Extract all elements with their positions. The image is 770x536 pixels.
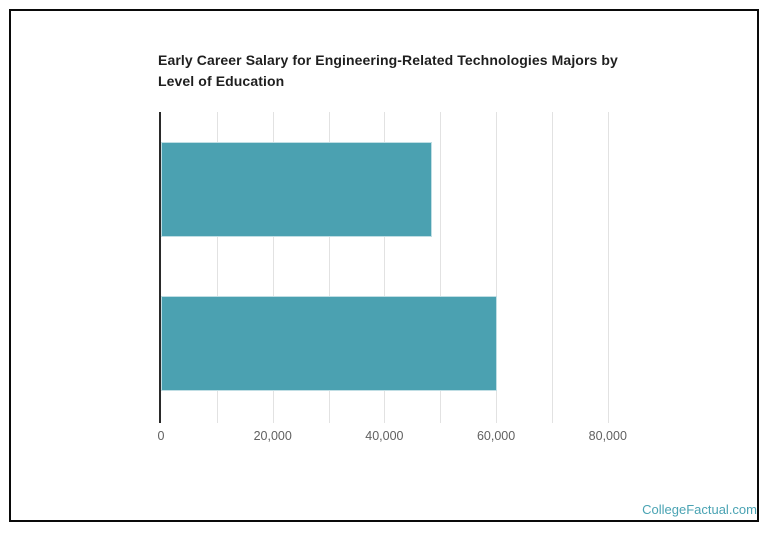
- bar: [161, 142, 432, 237]
- y-axis-line: [159, 112, 161, 423]
- chart-title-line-2: Level of Education: [158, 73, 285, 89]
- chart-frame: [9, 9, 759, 522]
- x-tick-label: 40,000: [365, 429, 404, 443]
- gridline: [440, 112, 442, 423]
- x-tick-label: 80,000: [588, 429, 627, 443]
- x-tick-label: 60,000: [476, 429, 516, 443]
- bar: [161, 296, 497, 391]
- gridline: [551, 112, 553, 423]
- gridline: [384, 112, 386, 423]
- chart-title: Early Career Salary for Engineering-Rela…: [158, 50, 628, 92]
- gridline: [607, 112, 609, 423]
- gridline: [272, 112, 274, 423]
- x-tick-label: 20,000: [253, 429, 292, 443]
- gridline: [328, 112, 330, 423]
- x-tick-label: 0: [157, 429, 165, 443]
- collegefactual-watermark-link[interactable]: CollegeFactual.com: [642, 502, 757, 517]
- gridline: [496, 112, 498, 423]
- chart-title-line-1: Early Career Salary for Engineering-Rela…: [158, 52, 618, 68]
- gridline: [216, 112, 218, 423]
